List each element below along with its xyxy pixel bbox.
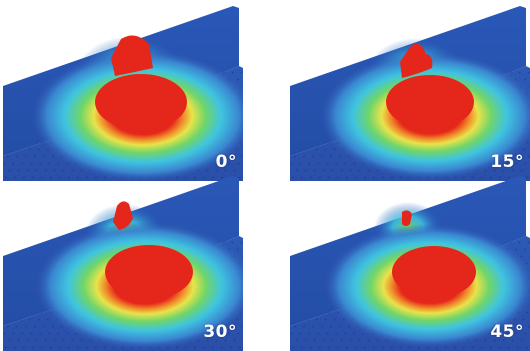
field-plot-30-degree bbox=[3, 176, 243, 351]
field-plot-15-degree bbox=[290, 6, 530, 181]
panel-0-degree: 0° bbox=[3, 6, 243, 181]
scatter-lobe bbox=[113, 201, 133, 230]
scatter-lobe bbox=[400, 43, 433, 78]
panel-45-degree: 45° bbox=[290, 176, 530, 351]
hot-spot bbox=[386, 75, 474, 129]
hot-spot bbox=[105, 245, 193, 299]
field-plot-0-degree bbox=[3, 6, 243, 181]
hot-spot bbox=[95, 74, 187, 130]
panel-15-degree: 15° bbox=[290, 6, 530, 181]
angle-label: 30° bbox=[203, 322, 237, 342]
angle-label: 15° bbox=[490, 152, 524, 172]
scatter-lobe bbox=[402, 210, 412, 226]
angle-label: 0° bbox=[215, 152, 237, 172]
angle-label: 45° bbox=[490, 322, 524, 342]
field-plot-45-degree bbox=[290, 176, 530, 351]
hot-spot bbox=[392, 246, 476, 298]
panel-30-degree: 30° bbox=[3, 176, 243, 351]
scatter-lobe bbox=[111, 35, 153, 76]
